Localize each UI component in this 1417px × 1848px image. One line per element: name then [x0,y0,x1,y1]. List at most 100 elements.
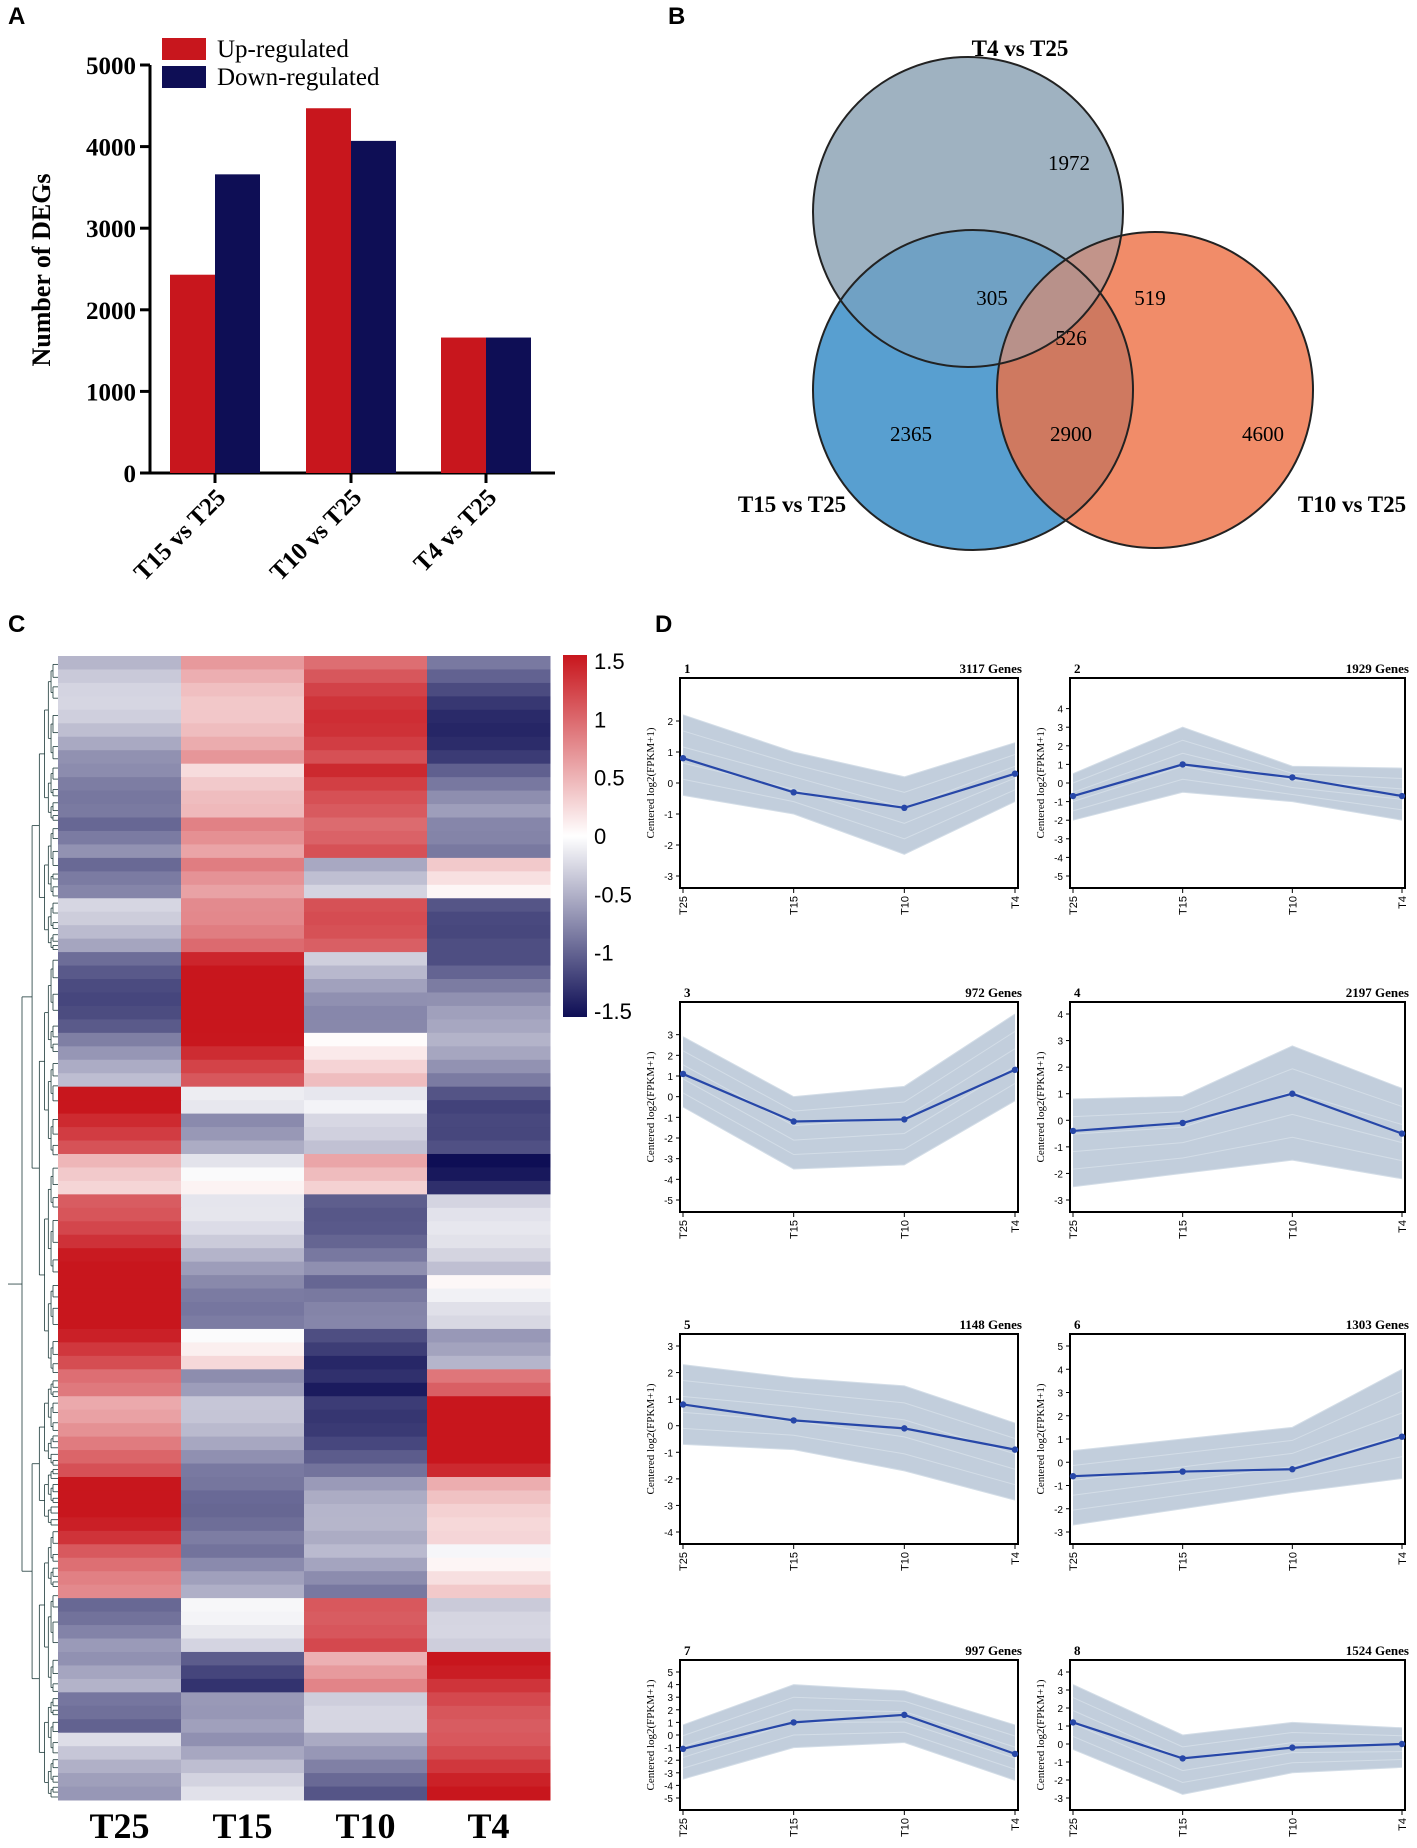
cluster-plot-2: 2 1929 Genes 4 3 2 1 0 -1 -2 -3 -4 -5 Centered log2(… [1035,661,1409,915]
heatmap-cell [427,1355,551,1370]
heatmap-cell [58,1450,182,1465]
cluster-y-tick-label: -3 [664,1155,673,1166]
cluster-id: 3 [684,985,691,1000]
heatmap-cell [304,1073,428,1088]
venn-circle-t10 [997,232,1313,548]
cluster-y-tick-label: 1 [667,1718,673,1729]
heatmap-cell [304,898,428,913]
cluster-y-axis-label: Centered log2(FPKM+1) [645,727,657,838]
heatmap-cell [181,1759,305,1774]
cluster-y-tick-label: 2 [667,1051,673,1062]
heatmap-cell [181,656,305,670]
heatmap-cell [58,1194,182,1209]
cluster-profile-line [1072,1113,1403,1153]
heatmap-cell [427,736,551,751]
heatmap-cell [427,871,551,886]
heatmap-cell [181,871,305,886]
cluster-profile-line [682,1048,1016,1127]
heatmap-cell [58,1234,182,1249]
cluster-frame [679,1001,1019,1213]
cluster-mean-point [1011,770,1019,777]
cluster-id: 8 [1074,1643,1081,1658]
cluster-profile-line [1072,1710,1403,1760]
heatmap-cell [181,938,305,953]
heatmap-cell [181,750,305,765]
cluster-mean-point [1011,1750,1019,1758]
venn-label-t10: T10 vs T25 [1298,492,1406,517]
cluster-profile-line [1072,1390,1403,1467]
heatmap-cell [427,1342,551,1357]
cluster-mean-point [1069,1719,1077,1726]
heatmap-cell [181,790,305,805]
heatmap-cell [304,1248,428,1263]
heatmap-cell [58,1719,182,1734]
cluster-y-tick-label: -5 [1054,872,1063,883]
heatmap-cell [304,1140,428,1155]
cluster-profile-line [682,1364,1016,1424]
heatmap-cell [58,857,182,872]
heatmap-cell [427,1450,551,1465]
heatmap-cell [304,1571,428,1586]
heatmap-cell [427,763,551,778]
heatmap-cell [58,1275,182,1290]
cluster-mean-point [1398,1130,1406,1137]
heatmap-cell [181,696,305,711]
cluster-y-tick-label: -3 [664,872,673,883]
cluster-profile-line [1072,1136,1403,1170]
heatmap-cell [304,1275,428,1290]
cluster-x-tick-label: T4 [1010,1552,1022,1565]
cluster-band [683,714,1015,855]
heatmap-cell [427,1221,551,1236]
bar-category-label: T10 vs T25 [265,484,367,586]
cluster-x-tick-label: T10 [1287,896,1299,915]
heatmap-cell [427,682,551,697]
cluster-profile-line [682,1427,1016,1486]
heatmap-cell [304,1234,428,1249]
cluster-profile-line [682,1731,1016,1770]
heatmap-cell [427,790,551,805]
heatmap-cell [58,723,182,738]
heatmap-cell [427,911,551,926]
heatmap-cell [58,1490,182,1505]
cluster-y-tick-label: 3 [1057,1686,1063,1697]
panel-label-c: C [8,611,25,638]
cluster-mean-point [1069,1127,1077,1135]
heatmap-cell [181,1086,305,1101]
cluster-y-axis-label: Centered log2(FPKM+1) [1035,1051,1047,1162]
cluster-y-tick-label: -2 [664,841,673,852]
cluster-y-tick-label: 4 [1057,1668,1063,1679]
heatmap-cell [304,1113,428,1128]
cluster-x-tick-label: T4 [1010,896,1022,909]
heatmap-cell [304,1019,428,1034]
cluster-mean-point [1398,792,1406,800]
heatmap-cell [304,1288,428,1303]
heatmap-cell [58,1261,182,1276]
heatmap-cell [304,1261,428,1276]
bar-y-tick-label: 4000 [86,135,136,162]
heatmap-cell [304,1046,428,1061]
cluster-x-tick-label: T10 [1287,1220,1299,1239]
heatmap-cell [181,1678,305,1693]
cluster-mean-line [1072,1721,1403,1760]
cluster-x-tick-label: T4 [1397,1220,1409,1233]
heatmap-cell [304,1665,428,1680]
heatmap-cell [58,1638,182,1653]
venn-count-t15-t10: 2900 [1050,422,1092,446]
heatmap-cell [181,965,305,980]
heatmap-cell [181,1194,305,1209]
heatmap-cell [181,777,305,792]
cluster-y-tick-label: 3 [667,1342,673,1353]
cluster-y-tick-label: 0 [1057,1740,1063,1751]
cluster-plot-7: 7 997 Genes 5 43 21 0 -1-2 -3-4 -5 Centered log2(… [645,1643,1022,1837]
cluster-frame [1069,1659,1406,1811]
heatmap-cell [181,1463,305,1478]
heatmap-cell [427,1167,551,1182]
heatmap-cell [181,1773,305,1788]
cluster-gene-count: 1524 Genes [1346,1643,1409,1658]
heatmap-cell [304,1625,428,1639]
cluster-y-tick-label: 4 [1057,1010,1063,1021]
cluster-plot-1: 1 3117 Genes 2 1 0 -1 -2 -3 Centered log2(FPKM+1… [645,661,1022,915]
heatmap-cell [304,979,428,993]
cluster-mean-point [1398,1433,1406,1440]
cluster-mean-point [790,1417,797,1424]
